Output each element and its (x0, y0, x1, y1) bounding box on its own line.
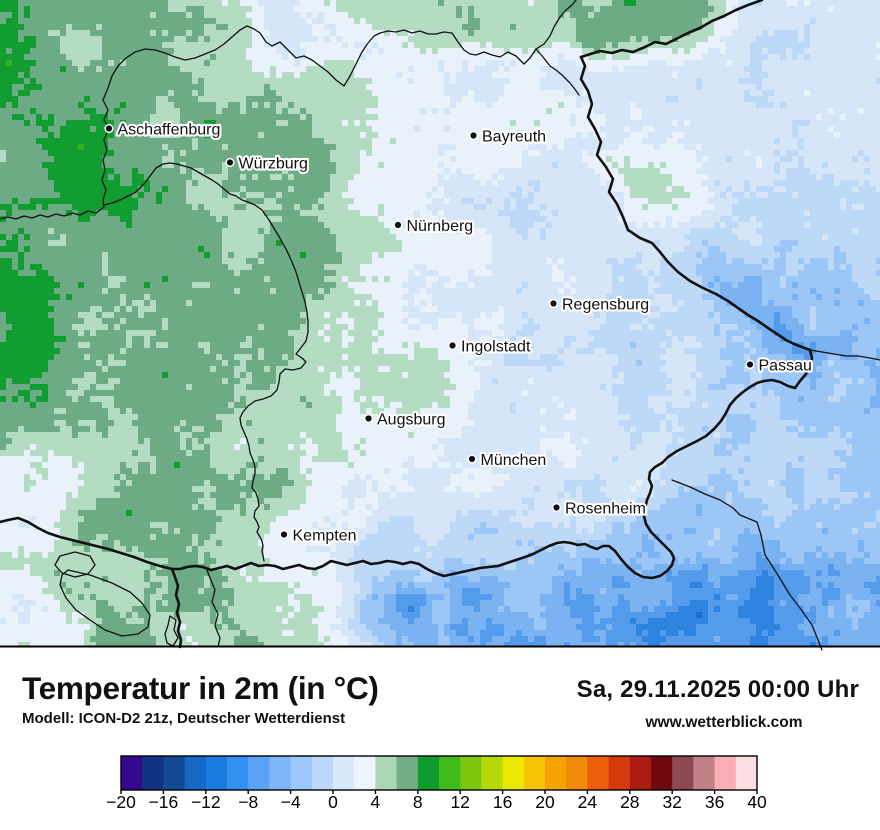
svg-text:−16: −16 (149, 792, 179, 812)
svg-text:4: 4 (371, 792, 381, 812)
svg-text:−20: −20 (106, 792, 136, 812)
svg-text:Nürnberg: Nürnberg (407, 218, 474, 235)
svg-text:12: 12 (450, 792, 469, 812)
svg-text:Aschaffenburg: Aschaffenburg (118, 122, 221, 139)
svg-text:Augsburg: Augsburg (377, 412, 446, 429)
svg-text:Regensburg: Regensburg (562, 297, 649, 314)
svg-text:32: 32 (662, 792, 681, 812)
svg-text:Ingolstadt: Ingolstadt (461, 339, 531, 356)
svg-text:40: 40 (747, 792, 767, 812)
svg-text:Würzburg: Würzburg (239, 156, 308, 173)
svg-text:8: 8 (413, 792, 423, 812)
svg-text:24: 24 (578, 792, 598, 812)
svg-text:20: 20 (535, 792, 555, 812)
svg-text:16: 16 (493, 792, 512, 812)
svg-text:München: München (481, 452, 547, 469)
svg-text:−8: −8 (238, 792, 258, 812)
svg-text:Bayreuth: Bayreuth (482, 129, 546, 146)
svg-text:Kempten: Kempten (293, 528, 357, 545)
svg-text:28: 28 (620, 792, 639, 812)
svg-text:−4: −4 (281, 792, 301, 812)
svg-text:36: 36 (705, 792, 724, 812)
svg-text:Passau: Passau (759, 358, 812, 375)
svg-text:0: 0 (328, 792, 338, 812)
svg-text:−12: −12 (191, 792, 221, 812)
svg-text:Rosenheim: Rosenheim (565, 501, 646, 518)
